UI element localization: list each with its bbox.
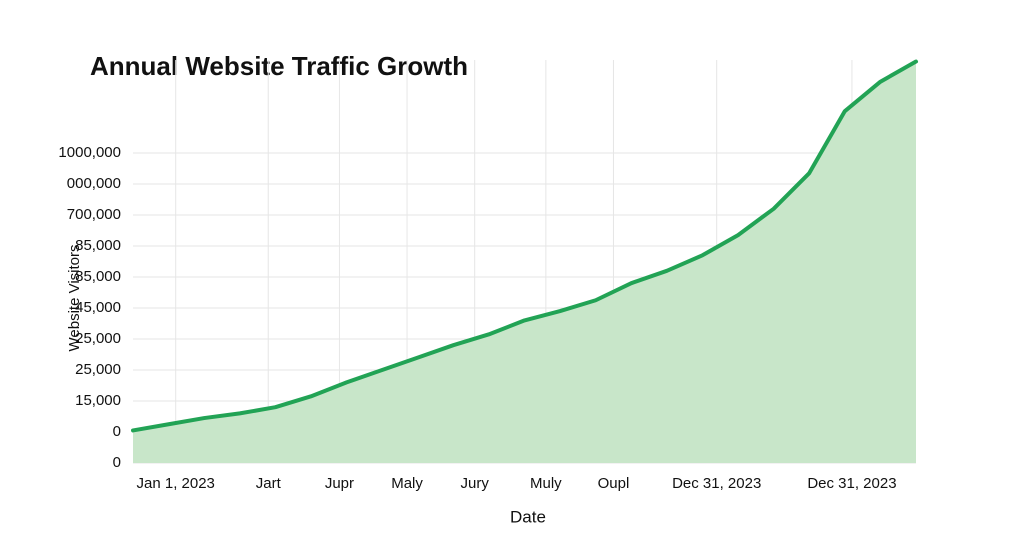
chart-title: Annual Website Traffic Growth <box>90 51 468 81</box>
y-tick-label: 000,000 <box>67 175 121 192</box>
x-tick-label: Dec 31, 2023 <box>672 475 761 492</box>
x-tick-label: Jart <box>256 475 282 492</box>
x-tick-label: Maly <box>391 475 423 492</box>
x-tick-label: Dec 31, 2023 <box>807 475 896 492</box>
y-tick-label: 25,000 <box>75 361 121 378</box>
y-tick-label: 0 <box>113 423 121 440</box>
x-tick-label: Jan 1, 2023 <box>137 475 215 492</box>
x-axis-label: Date <box>510 507 546 526</box>
y-tick-label: 700,000 <box>67 206 121 223</box>
y-tick-label: 45,000 <box>75 299 121 316</box>
y-tick-label: 15,000 <box>75 392 121 409</box>
y-tick-label: 25,000 <box>75 330 121 347</box>
y-axis-label: Website Visitors <box>66 245 83 352</box>
y-tick-label: 1000,000 <box>58 144 121 161</box>
x-tick-label: Jury <box>461 475 490 492</box>
y-tick-label: 85,000 <box>75 237 121 254</box>
line <box>131 59 918 433</box>
y-tick-label: 85,000 <box>75 268 121 285</box>
x-tick-label: Muly <box>530 475 562 492</box>
area <box>133 61 916 464</box>
y-tick-label: 0 <box>113 454 121 471</box>
x-tick-label: Oupl <box>598 475 630 492</box>
x-tick-label: Jupr <box>325 475 354 492</box>
